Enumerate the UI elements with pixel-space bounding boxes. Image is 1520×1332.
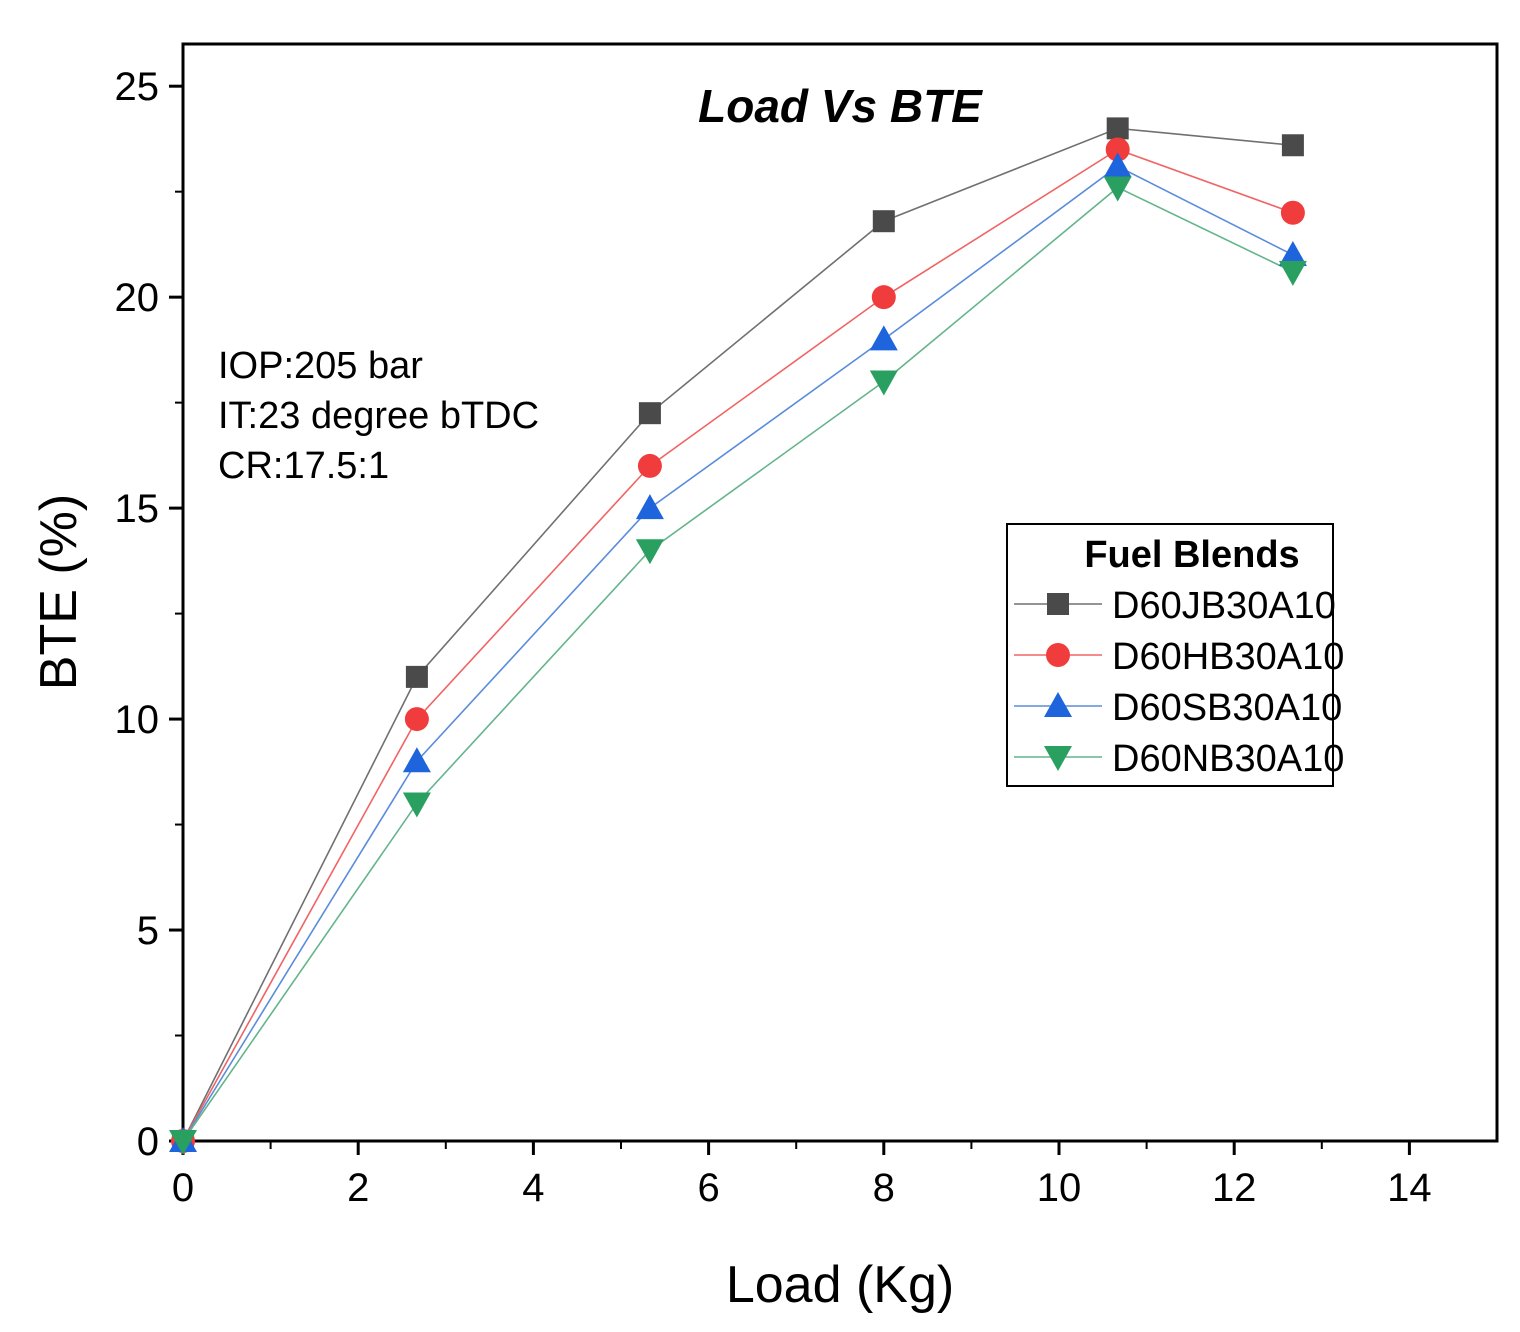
x-tick-label: 4 bbox=[522, 1166, 544, 1210]
y-tick-label: 5 bbox=[137, 909, 159, 953]
x-tick-label: 10 bbox=[1037, 1166, 1082, 1210]
annotation-iop: IOP:205 bar bbox=[218, 345, 423, 387]
legend-marker-d60sb30a10 bbox=[1044, 692, 1072, 717]
data-point-d60sb30a10 bbox=[1278, 240, 1307, 266]
x-tick-label: 0 bbox=[172, 1166, 194, 1210]
y-tick-label: 10 bbox=[115, 698, 160, 742]
series-markers bbox=[169, 117, 1307, 1155]
data-point-d60hb30a10 bbox=[1105, 137, 1130, 162]
data-point-d60sb30a10 bbox=[869, 325, 898, 351]
series-line-d60jb30a10 bbox=[182, 127, 1293, 1142]
data-point-d60hb30a10 bbox=[871, 285, 896, 310]
x-tick-label: 8 bbox=[873, 1166, 895, 1210]
y-tick-label: 25 bbox=[115, 65, 160, 109]
legend-title: Fuel Blends bbox=[1084, 534, 1299, 576]
axis-ticks: 0 2 4 6 8 10 12 14 0 5 10 15 20 25 bbox=[115, 65, 1432, 1210]
data-point-d60nb30a10 bbox=[869, 370, 898, 396]
data-point-d60sb30a10 bbox=[1103, 152, 1132, 178]
data-point-d60nb30a10 bbox=[1103, 176, 1132, 202]
y-tick-label: 20 bbox=[115, 276, 160, 320]
data-point-d60jb30a10 bbox=[1281, 134, 1304, 157]
annotation-it: IT:23 degree bTDC bbox=[218, 395, 539, 437]
chart-title: Load Vs BTE bbox=[698, 80, 983, 132]
y-axis-title: BTE (%) bbox=[30, 494, 88, 690]
data-point-d60jb30a10 bbox=[872, 210, 895, 233]
plot-area-frame bbox=[181, 42, 1499, 1143]
annotation-block: IOP:205 bar IT:23 degree bTDC CR:17.5:1 bbox=[218, 345, 539, 487]
x-tick-label: 12 bbox=[1212, 1166, 1257, 1210]
legend-marker-d60hb30a10 bbox=[1046, 643, 1070, 667]
legend-marker-d60jb30a10 bbox=[1047, 593, 1069, 615]
series-line-d60sb30a10 bbox=[182, 165, 1294, 1142]
y-tick-label: 0 bbox=[137, 1120, 159, 1164]
data-point-d60jb30a10 bbox=[638, 402, 661, 425]
data-point-d60sb30a10 bbox=[402, 747, 431, 773]
data-point-d60nb30a10 bbox=[1278, 260, 1307, 286]
legend: Fuel Blends D60JB30A10 D60HB30A10 D60SB30A… bbox=[1006, 523, 1344, 787]
data-point-d60hb30a10 bbox=[404, 707, 429, 732]
annotation-cr: CR:17.5:1 bbox=[218, 445, 389, 487]
series-lines bbox=[182, 127, 1294, 1142]
series-line-d60hb30a10 bbox=[182, 148, 1294, 1142]
data-point-d60nb30a10 bbox=[402, 792, 431, 818]
legend-label-d60hb30a10: D60HB30A10 bbox=[1112, 636, 1344, 678]
y-tick-label: 15 bbox=[115, 487, 160, 531]
legend-label-d60nb30a10: D60NB30A10 bbox=[1112, 738, 1344, 780]
data-point-d60sb30a10 bbox=[635, 494, 664, 520]
legend-marker-d60nb30a10 bbox=[1044, 746, 1072, 771]
data-point-d60hb30a10 bbox=[1280, 200, 1305, 225]
data-point-d60nb30a10 bbox=[169, 1130, 197, 1155]
legend-entries: D60JB30A10 D60HB30A10 D60SB30A10 D60NB30A10 bbox=[1014, 585, 1344, 780]
data-point-d60hb30a10 bbox=[637, 453, 662, 478]
x-tick-label: 2 bbox=[347, 1166, 369, 1210]
data-point-d60jb30a10 bbox=[405, 665, 428, 688]
legend-label-d60jb30a10: D60JB30A10 bbox=[1112, 585, 1336, 627]
series-line-d60nb30a10 bbox=[182, 186, 1294, 1142]
legend-label-d60sb30a10: D60SB30A10 bbox=[1112, 687, 1342, 729]
x-tick-label: 6 bbox=[697, 1166, 719, 1210]
x-tick-label: 14 bbox=[1387, 1166, 1432, 1210]
x-axis-title: Load (Kg) bbox=[726, 1256, 954, 1314]
data-point-d60nb30a10 bbox=[635, 539, 664, 565]
data-point-d60jb30a10 bbox=[1106, 117, 1129, 140]
